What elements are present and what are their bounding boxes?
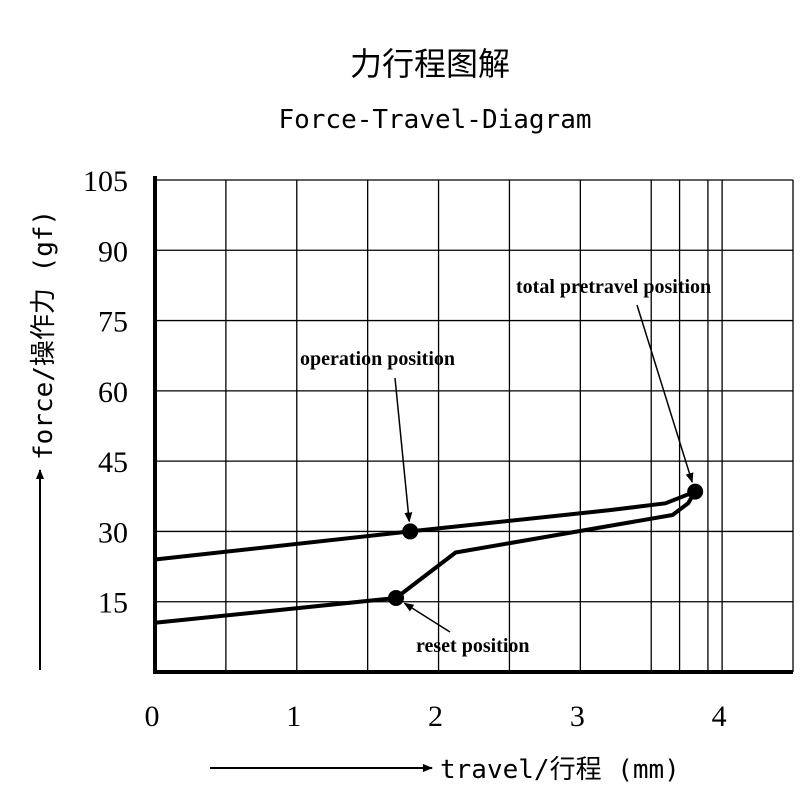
tick-labels: 15 30 45 60 75 90 105 0 1 2 3 4 xyxy=(83,165,727,733)
data-point xyxy=(388,589,405,606)
y-axis-label: force/操作力 (gf) xyxy=(29,210,59,460)
series-line xyxy=(153,489,698,562)
x-tick-label: 3 xyxy=(570,700,585,733)
annotation-label: reset position xyxy=(416,635,530,657)
x-tick-label: 0 xyxy=(145,700,160,733)
data-points xyxy=(388,483,704,606)
x-axis-label: travel/行程 (mm) xyxy=(440,755,680,785)
y-tick-label: 45 xyxy=(98,446,128,479)
y-tick-label: 60 xyxy=(98,376,128,409)
chart-title: 力行程图解 xyxy=(350,45,510,83)
annotation-arrow xyxy=(636,304,694,484)
y-tick-label: 15 xyxy=(98,587,128,620)
annotation-arrow xyxy=(394,377,413,523)
x-tick-label: 4 xyxy=(712,700,727,733)
series-line xyxy=(153,489,698,625)
y-tick-label: 30 xyxy=(98,516,128,549)
y-axis-label-group: force/操作力 (gf) xyxy=(29,210,59,670)
data-lines xyxy=(153,489,698,625)
y-tick-label: 105 xyxy=(83,165,128,198)
annotations: operation position total pretravel positi… xyxy=(300,276,711,657)
chart-subtitle: Force-Travel-Diagram xyxy=(278,105,591,135)
y-tick-label: 90 xyxy=(98,235,128,268)
y-tick-label: 75 xyxy=(98,306,128,339)
annotation-label: operation position xyxy=(300,348,455,370)
grid-lines xyxy=(153,176,794,674)
annotation-arrow xyxy=(403,602,451,633)
annotation-label: total pretravel position xyxy=(516,276,711,298)
data-point xyxy=(687,483,704,500)
data-point xyxy=(402,523,419,540)
x-tick-label: 2 xyxy=(428,700,443,733)
x-tick-label: 1 xyxy=(286,700,301,733)
x-axis-label-group: travel/行程 (mm) xyxy=(210,755,680,785)
